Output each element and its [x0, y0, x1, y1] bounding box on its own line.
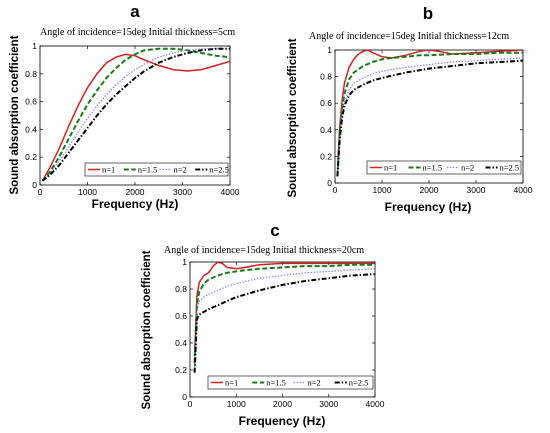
panel-c-legend: n=1 n=1.5 n=2 n=2.5 — [207, 375, 374, 390]
legend-label: n=1 — [384, 163, 397, 173]
panel-b: b Angle of incidence=15deg Initial thick… — [287, 4, 533, 214]
panel-c-plot-lines — [193, 262, 375, 373]
legend-label: n=1.5 — [423, 163, 443, 173]
y-tick-label: 0.6 — [175, 311, 187, 321]
x-tick-label: 4000 — [221, 187, 240, 197]
y-tick-label: 1 — [327, 45, 332, 55]
y-tick-label: 0.2 — [175, 365, 187, 375]
legend-label: n=2.5 — [209, 165, 229, 175]
panel-b-x-axis-label: Frequency (Hz) — [385, 200, 472, 214]
legend-label: n=2.5 — [349, 378, 369, 388]
panel-b-x-ticks: 0 1000 2000 3000 4000 — [333, 50, 533, 195]
legend-box — [207, 375, 374, 390]
panel-c-title: Angle of incidence=15deg Initial thickne… — [164, 245, 364, 256]
panel-b-plot-lines — [336, 50, 523, 177]
series-line-n=2 — [194, 268, 375, 368]
series-line-n=2.5 — [41, 47, 230, 182]
legend-label: n=1 — [225, 378, 238, 388]
legend-label: n=2 — [174, 165, 187, 175]
panel-b-y-axis-label: Sound absorption coefficient — [287, 38, 299, 197]
series-line-n=1.5 — [41, 47, 230, 182]
legend-label: n=1.5 — [138, 165, 158, 175]
y-tick-label: 0 — [32, 180, 37, 190]
series-line-n=1.5 — [193, 263, 375, 364]
x-tick-label: 0 — [188, 399, 193, 409]
y-tick-label: 0.4 — [175, 338, 187, 348]
y-tick-label: 1 — [32, 41, 37, 51]
y-tick-label: 0.4 — [320, 125, 332, 135]
panel-letter-b: b — [423, 4, 433, 23]
x-tick-label: 3000 — [319, 399, 338, 409]
x-tick-label: 4000 — [514, 185, 533, 195]
legend-label: n=2.5 — [500, 163, 520, 173]
panel-b-legend: n=1 n=1.5 n=2 n=2.5 — [366, 160, 522, 175]
panel-a-y-axis-label: Sound absorption coefficient — [9, 35, 21, 194]
y-tick-label: 0.6 — [320, 98, 332, 108]
legend-label: n=1 — [102, 165, 115, 175]
panel-b-title: Angle of incidence=15deg Initial thickne… — [309, 31, 509, 42]
panel-a: a Angle of incidence=15deg Initial thick… — [9, 2, 240, 211]
x-tick-label: 1000 — [227, 399, 246, 409]
panel-letter-a: a — [130, 2, 140, 21]
x-tick-label: 0 — [38, 187, 43, 197]
panel-c-y-ticks: 0 0.2 0.4 0.6 0.8 1 — [175, 257, 375, 402]
y-tick-label: 0.2 — [25, 152, 37, 162]
series-line-n=1 — [193, 262, 375, 357]
legend-label: n=1.5 — [266, 378, 286, 388]
legend-label: n=2 — [461, 163, 474, 173]
series-line-n=2.5 — [193, 273, 375, 373]
panel-c-x-axis-label: Frequency (Hz) — [239, 414, 326, 428]
x-tick-label: 0 — [333, 185, 338, 195]
y-tick-label: 0.2 — [320, 151, 332, 161]
x-tick-label: 2000 — [420, 185, 439, 195]
x-tick-label: 1000 — [78, 187, 97, 197]
legend-box — [84, 162, 229, 177]
panel-c: c Angle of incidence=15deg Initial thick… — [141, 221, 385, 428]
series-line-n=1.5 — [336, 51, 523, 177]
panel-a-title: Angle of incidence=15deg Initial thickne… — [40, 27, 235, 38]
y-tick-label: 0.8 — [175, 284, 187, 294]
x-tick-label: 2000 — [126, 187, 145, 197]
series-line-n=2 — [41, 48, 230, 182]
panel-a-legend: n=1 n=1.5 n=2 n=2.5 — [84, 162, 229, 177]
panel-c-y-axis-label: Sound absorption coefficient — [141, 250, 153, 409]
y-tick-label: 0.6 — [25, 97, 37, 107]
legend-box — [366, 160, 522, 175]
panel-a-y-ticks: 0 0.2 0.4 0.6 0.8 1 — [25, 41, 230, 190]
x-tick-label: 3000 — [173, 187, 192, 197]
y-tick-label: 0.8 — [25, 69, 37, 79]
panel-a-x-axis-label: Frequency (Hz) — [92, 197, 179, 211]
x-tick-label: 3000 — [467, 185, 486, 195]
y-tick-label: 0 — [327, 178, 332, 188]
x-tick-label: 1000 — [373, 185, 392, 195]
y-tick-label: 0.4 — [25, 124, 37, 134]
y-tick-label: 0 — [182, 392, 187, 402]
x-tick-label: 2000 — [273, 399, 292, 409]
x-tick-label: 4000 — [366, 399, 385, 409]
series-line-n=2 — [336, 57, 523, 177]
panel-a-plot-lines — [41, 47, 230, 182]
series-line-n=2.5 — [336, 59, 523, 177]
panel-letter-c: c — [270, 221, 279, 240]
y-tick-label: 0.8 — [320, 72, 332, 82]
panel-c-x-ticks: 0 1000 2000 3000 4000 — [188, 262, 385, 409]
y-tick-label: 1 — [182, 257, 187, 267]
legend-label: n=2 — [308, 378, 321, 388]
series-line-n=1 — [41, 53, 230, 182]
